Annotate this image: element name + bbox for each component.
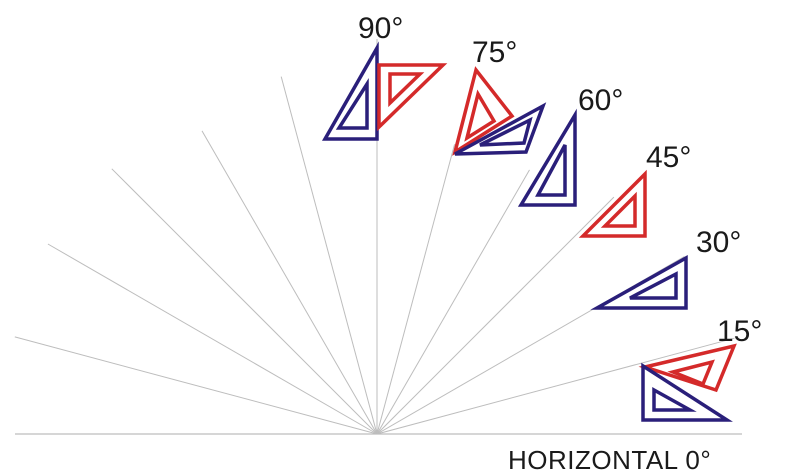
angle-line-75 bbox=[376, 144, 456, 435]
label-60: 60° bbox=[578, 84, 623, 117]
angle-line-60 bbox=[376, 169, 530, 435]
set-square-75 bbox=[452, 66, 515, 156]
angle-lines bbox=[14, 39, 735, 435]
label-90: 90° bbox=[358, 12, 403, 45]
set-square-30 bbox=[590, 255, 688, 310]
set-square-15-lower bbox=[641, 362, 733, 422]
set-squares bbox=[321, 41, 737, 422]
label-30: 30° bbox=[696, 226, 741, 259]
set-square-45 bbox=[578, 169, 647, 238]
angle-labels: 90° 75° 60° 45° 30° 15° HORIZONTAL 0° bbox=[358, 12, 762, 474]
label-75: 75° bbox=[472, 36, 517, 69]
angle-line-165 bbox=[14, 336, 378, 435]
label-horizontal: HORIZONTAL 0° bbox=[508, 445, 711, 474]
angle-line-150 bbox=[47, 243, 378, 435]
angle-line-135 bbox=[111, 168, 378, 435]
set-square-15-upper bbox=[638, 343, 737, 393]
label-15: 15° bbox=[717, 315, 762, 348]
set-square-75-60-shared bbox=[454, 102, 547, 156]
angle-line-105 bbox=[280, 76, 378, 435]
angle-line-45 bbox=[376, 196, 615, 435]
set-square-60 bbox=[517, 108, 577, 207]
angle-line-15 bbox=[376, 337, 735, 435]
set-square-90-right bbox=[377, 63, 448, 132]
set-square-90-left bbox=[321, 41, 379, 141]
label-45: 45° bbox=[646, 141, 691, 174]
angle-line-120 bbox=[201, 130, 378, 435]
